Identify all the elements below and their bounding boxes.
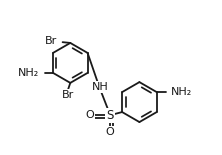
Text: Br: Br xyxy=(62,91,74,100)
Text: S: S xyxy=(107,109,114,122)
Text: NH₂: NH₂ xyxy=(170,87,192,97)
Text: NH: NH xyxy=(92,82,109,92)
Text: NH₂: NH₂ xyxy=(18,68,39,78)
Text: Br: Br xyxy=(45,36,57,46)
Text: O: O xyxy=(85,110,94,120)
Text: O: O xyxy=(106,127,115,137)
